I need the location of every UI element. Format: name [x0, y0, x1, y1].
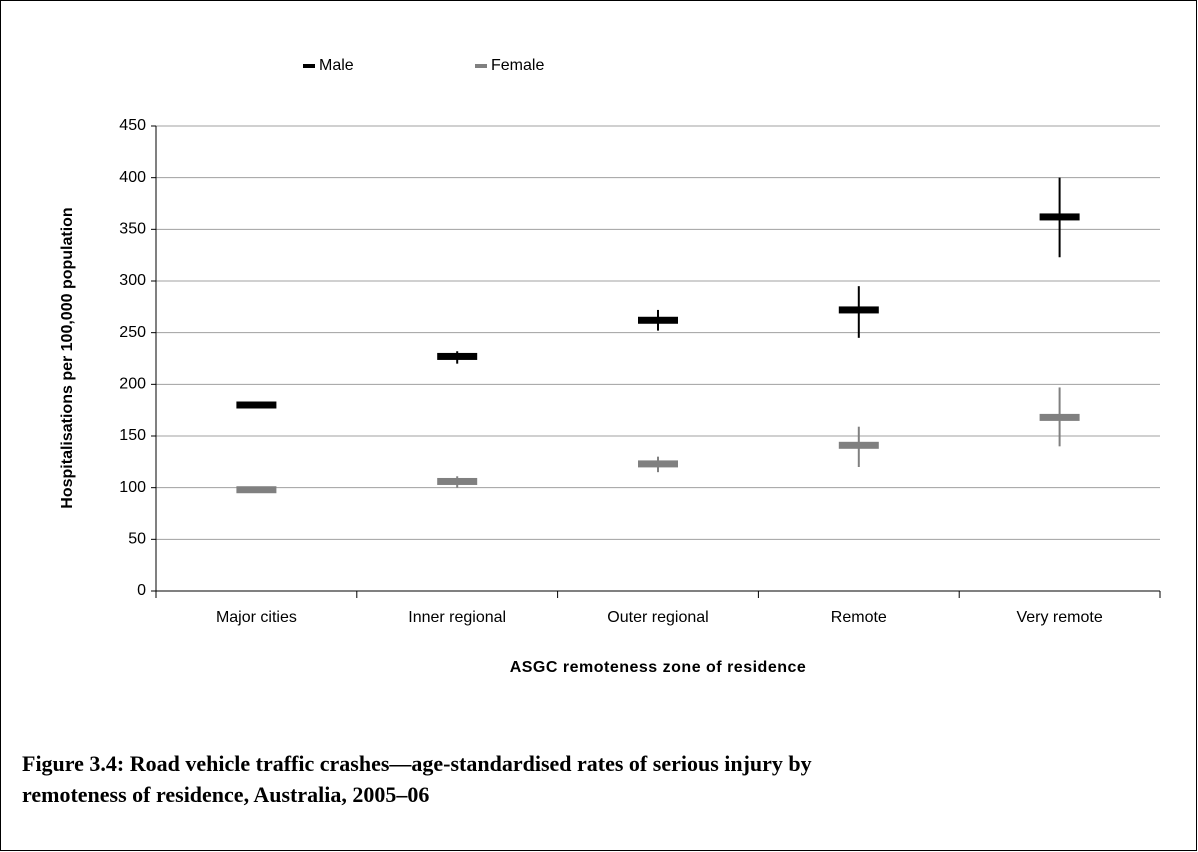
estimate-marker [838, 306, 879, 314]
x-tick-label: Very remote [1016, 609, 1102, 626]
legend-swatch [303, 64, 315, 68]
legend-label: Female [491, 57, 544, 74]
y-tick-label: 450 [119, 117, 146, 134]
x-axis-title: ASGC remoteness zone of residence [510, 659, 807, 676]
y-tick-label: 100 [119, 479, 146, 496]
x-tick-label: Remote [831, 609, 887, 626]
caption: Figure 3.4: Road vehicle traffic crashes… [22, 751, 812, 807]
estimate-marker [1039, 413, 1080, 421]
estimate-marker [838, 441, 879, 449]
estimate-marker [236, 486, 277, 494]
estimate-marker [437, 352, 478, 360]
legend-swatch [475, 64, 487, 68]
x-tick-label: Outer regional [607, 609, 708, 626]
y-axis-title: Hospitalisations per 100,000 population [59, 207, 76, 508]
estimate-marker [437, 477, 478, 485]
y-tick-label: 150 [119, 427, 146, 444]
estimate-marker [638, 316, 678, 324]
x-tick-label: Major cities [216, 609, 297, 626]
estimate-marker [1039, 213, 1080, 221]
y-tick-label: 200 [119, 376, 146, 393]
x-tick-label: Inner regional [408, 609, 506, 626]
legend-label: Male [319, 57, 354, 74]
y-tick-label: 300 [119, 272, 146, 289]
y-tick-label: 350 [119, 221, 146, 238]
y-tick-label: 250 [119, 324, 146, 341]
y-tick-label: 0 [137, 582, 146, 599]
estimate-marker [236, 401, 277, 409]
y-tick-label: 50 [128, 531, 146, 548]
y-tick-label: 400 [119, 169, 146, 186]
estimate-marker [638, 460, 678, 468]
